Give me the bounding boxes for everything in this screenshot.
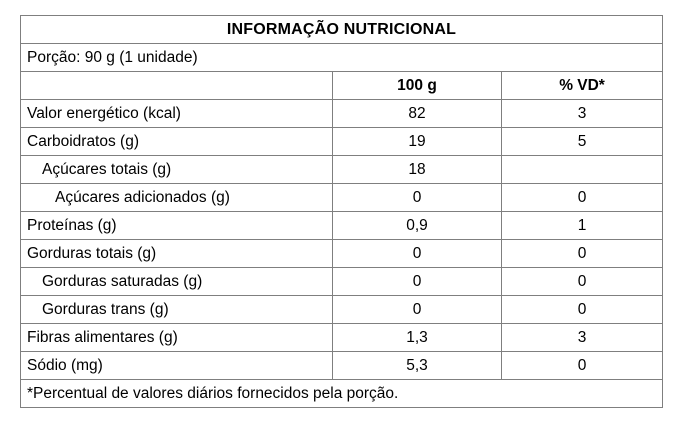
portion-row: Porção: 90 g (1 unidade) [19,43,664,72]
vd-value: 0 [500,239,664,268]
per100-value: 0 [332,267,502,296]
nutrient-label: Fibras alimentares (g) [20,323,333,352]
per100-value: 0 [332,183,502,212]
vd-value: 3 [500,99,664,128]
table-row: Sódio (mg) 5,3 0 [20,351,664,380]
nutrient-label: Açúcares adicionados (g) [20,183,333,212]
table-row: Gorduras saturadas (g) 0 0 [20,267,664,296]
footnote-text: *Percentual de valores diários fornecido… [19,379,664,408]
nutrient-label: Açúcares totais (g) [20,155,333,184]
nutrient-label: Sódio (mg) [20,351,333,380]
per100-value: 19 [332,127,502,156]
nutrient-label: Proteínas (g) [20,211,333,240]
per100-value: 0,9 [332,211,502,240]
nutrient-label: Valor energético (kcal) [20,99,333,128]
nutrition-facts-table: INFORMAÇÃO NUTRICIONAL Porção: 90 g (1 u… [19,15,664,408]
footnote-row: *Percentual de valores diários fornecido… [19,379,664,408]
per100-value: 0 [332,239,502,268]
portion-text: Porção: 90 g (1 unidade) [19,43,664,72]
vd-value: 0 [500,183,664,212]
column-header-row: 100 g % VD* [20,71,664,100]
table-row: Valor energético (kcal) 82 3 [20,99,664,128]
table-title: INFORMAÇÃO NUTRICIONAL [19,15,664,44]
column-header-per100: 100 g [332,71,502,100]
nutrient-label: Gorduras saturadas (g) [20,267,333,296]
table-row: Gorduras trans (g) 0 0 [20,295,664,324]
table-row: Gorduras totais (g) 0 0 [20,239,664,268]
table-row: Carboidratos (g) 19 5 [20,127,664,156]
nutrient-label: Gorduras totais (g) [20,239,333,268]
vd-value: 3 [500,323,664,352]
vd-value [500,155,664,184]
table-row: Açúcares totais (g) 18 [20,155,664,184]
vd-value: 5 [500,127,664,156]
vd-value: 1 [500,211,664,240]
per100-value: 1,3 [332,323,502,352]
per100-value: 82 [332,99,502,128]
column-header-label [20,71,333,100]
vd-value: 0 [500,351,664,380]
per100-value: 18 [332,155,502,184]
per100-value: 0 [332,295,502,324]
nutrient-label: Carboidratos (g) [20,127,333,156]
column-header-vd: % VD* [500,71,664,100]
table-row: Açúcares adicionados (g) 0 0 [20,183,664,212]
nutrient-label: Gorduras trans (g) [20,295,333,324]
vd-value: 0 [500,267,664,296]
table-row: Proteínas (g) 0,9 1 [20,211,664,240]
table-row: Fibras alimentares (g) 1,3 3 [20,323,664,352]
title-row: INFORMAÇÃO NUTRICIONAL [19,15,664,44]
vd-value: 0 [500,295,664,324]
per100-value: 5,3 [332,351,502,380]
